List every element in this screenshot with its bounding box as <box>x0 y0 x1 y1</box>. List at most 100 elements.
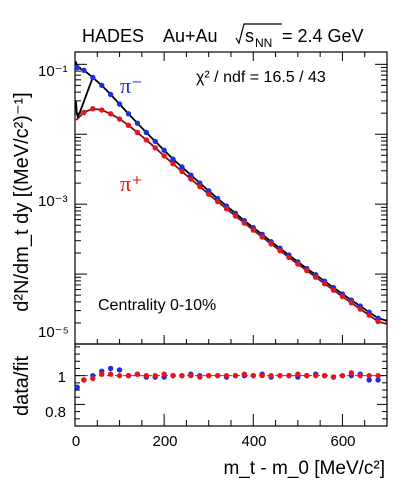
x-axis-title: m_t - m_0 [MeV/c²] <box>223 458 385 479</box>
pi-plus-ratio-point <box>116 372 123 379</box>
pi-plus-point <box>277 247 283 254</box>
y-tick-label-1e-1: 10⁻¹ <box>38 63 68 80</box>
pi-plus-ratio-point <box>259 372 265 379</box>
pi-plus-ratio-point <box>90 375 96 382</box>
pi-plus-ratio-point <box>375 372 381 379</box>
pi-minus-point <box>74 64 80 71</box>
pi-plus-ratio-point <box>241 371 248 377</box>
pi-minus-ratio-point <box>366 377 372 383</box>
pi-plus-ratio-point <box>143 372 150 379</box>
pi-plus-point <box>357 306 363 312</box>
pi-plus-ratio-point <box>223 372 230 379</box>
pi-plus-ratio-point <box>330 374 337 380</box>
pi-minus-point <box>179 164 185 170</box>
ratio-ticks <box>74 346 388 426</box>
pi-minus-label: π⁻ <box>120 73 143 98</box>
pi-plus-point <box>188 176 194 182</box>
pi-plus-ratio-point <box>81 377 87 383</box>
pi-plus-point <box>152 145 158 151</box>
pi-plus-point <box>321 281 328 287</box>
pi-plus-point <box>259 234 265 240</box>
pi-plus-point <box>250 227 256 233</box>
pi-minus-point <box>116 101 123 107</box>
y-tick-label-1e-5: 10⁻⁵ <box>38 324 69 341</box>
pi-plus-point <box>161 153 167 159</box>
pi-plus-ratio-point <box>152 372 158 379</box>
pi-plus-point <box>206 191 212 197</box>
pi-minus-point <box>170 156 176 162</box>
pi-minus-ratio-point <box>375 377 381 383</box>
sqrt-symbol <box>235 23 282 45</box>
energy-subscript: NN <box>255 36 272 50</box>
energy-value: = 2.4 GeV <box>282 26 364 46</box>
pi-minus-point <box>81 67 87 74</box>
spectrum-points <box>74 61 381 325</box>
pi-plus-ratio-point <box>277 372 283 379</box>
ratio-y-tick-label-0.8: 0.8 <box>45 404 66 421</box>
pi-plus-ratio-point <box>357 372 363 379</box>
pi-minus-point <box>134 120 141 126</box>
pi-minus-point <box>188 172 194 178</box>
pi-plus-point <box>330 287 337 293</box>
pi-plus-ratio-point <box>188 372 194 379</box>
pi-plus-ratio-point <box>268 372 274 379</box>
pi-plus-point <box>99 107 105 113</box>
ratio-points <box>74 365 381 390</box>
pi-plus-ratio-point <box>286 372 292 379</box>
y-axis-title: d²N/dm_t dy [(MeV/c²)⁻¹] <box>11 92 33 311</box>
pi-minus-point <box>125 111 132 117</box>
y-tick-label-1e-3: 10⁻³ <box>38 193 68 210</box>
ratio-panel: 1 0.8 data/fit 0 200 400 600 m_t - m_0 [… <box>11 343 388 479</box>
pi-plus-ratio-point <box>295 371 301 377</box>
pi-plus-point <box>179 168 185 175</box>
pi-plus-point <box>116 116 123 122</box>
pi-plus-ratio-point <box>206 372 212 379</box>
pi-plus-point <box>81 109 87 116</box>
x-tick-label-0: 0 <box>72 433 80 450</box>
ratio-y-tick-label-1: 1 <box>58 369 66 386</box>
pi-plus-point <box>339 293 346 300</box>
pi-plus-point <box>286 254 292 261</box>
pi-plus-point <box>143 137 150 143</box>
pi-minus-point <box>143 129 150 136</box>
pi-plus-point <box>170 161 176 167</box>
pi-plus-ratio-point <box>99 371 105 377</box>
pi-plus-point <box>125 122 132 129</box>
pi-plus-point <box>214 198 221 205</box>
experiment-label: HADES <box>82 26 144 46</box>
pi-plus-ratio-point <box>312 372 319 379</box>
pi-plus-ratio-point <box>214 372 221 379</box>
pi-minus-point <box>107 91 114 98</box>
pi-plus-ratio-point <box>170 372 176 379</box>
pi-plus-ratio-point <box>348 370 355 376</box>
pi-minus-ratio-point <box>116 367 123 373</box>
x-tick-label-400: 400 <box>241 433 266 450</box>
spectrum-ticks <box>74 52 388 345</box>
pi-plus-ratio-point <box>134 371 141 377</box>
x-tick-label-600: 600 <box>330 433 355 450</box>
pi-plus-ratio-point <box>304 372 310 379</box>
pi-plus-ratio-point <box>232 372 239 379</box>
pi-plus-ratio-point <box>161 371 167 377</box>
pi-plus-point <box>90 105 96 112</box>
x-tick-label-200: 200 <box>152 433 177 450</box>
pi-plus-ratio-point <box>339 372 346 379</box>
pi-plus-point <box>375 318 381 325</box>
pi-plus-point <box>312 274 319 280</box>
ratio-y-axis-title: data/fit <box>11 356 33 416</box>
pi-plus-point <box>223 206 230 212</box>
pi-plus-point <box>232 213 239 219</box>
system-label: Au+Au <box>163 26 218 46</box>
pi-plus-ratio-point <box>179 372 185 379</box>
ratio-frame <box>74 343 388 427</box>
pi-plus-ratio-point <box>250 372 256 379</box>
pi-plus-point <box>241 220 248 226</box>
energy-symbol: s <box>245 26 254 46</box>
pi-minus-ratio-point <box>74 384 80 390</box>
pi-minus-point <box>161 147 167 153</box>
pi-minus-ratio-point <box>107 365 114 372</box>
pi-plus-ratio-point <box>321 372 328 379</box>
pi-plus-ratio-point <box>366 372 372 379</box>
pi-minus-fit-peak <box>75 61 94 79</box>
